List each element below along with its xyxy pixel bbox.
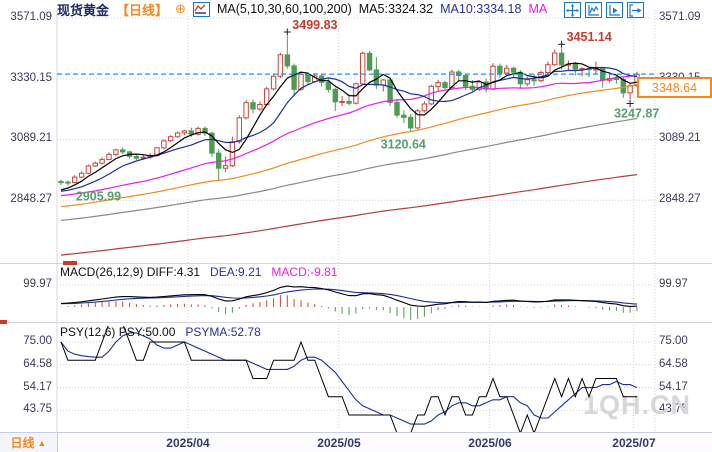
psy-panel-handle xyxy=(0,320,7,324)
swing-annotation: 3247.87 xyxy=(614,107,659,121)
price-axis-label: 2848.27 xyxy=(10,193,52,206)
psy-panel xyxy=(60,326,638,432)
macd-dea-value: DEA:9.21 xyxy=(210,265,262,279)
date-label: 2025/05 xyxy=(317,436,361,450)
psy-axis-label: 75.00 xyxy=(23,335,52,347)
macd-panel xyxy=(60,285,638,321)
move-icon[interactable] xyxy=(564,2,581,18)
macd-axis-label: 99.97 xyxy=(23,278,52,290)
macd-axis-label: 99.97 xyxy=(659,278,688,290)
macd-panel-handle xyxy=(63,261,77,265)
price-axis-label: 2848.27 xyxy=(659,193,701,206)
period-arrow-icon: ▲ xyxy=(37,437,47,448)
jump-right-icon[interactable] xyxy=(627,2,644,18)
ma10-value: MA10:3334.18 xyxy=(440,2,522,16)
swing-annotation: 3451.14 xyxy=(567,30,612,44)
period-label: 日线 xyxy=(10,436,35,450)
psyma-value: PSYMA:52.78 xyxy=(185,325,261,339)
macd-header: MACD(26,12,9) DIFF:4.31 DEA:9.21 MACD:-9… xyxy=(60,265,337,279)
chart-header: 现货黄金 【日线】 ⊕ MA(5,10,30,60,100,200) MA5:33… xyxy=(57,1,548,18)
period-tag: 【日线】 xyxy=(116,2,169,18)
psy-title[interactable]: PSY(12,6) PSY:50.00 xyxy=(60,325,176,339)
psy-axis-label: 43.75 xyxy=(659,403,688,416)
psy-axis-label: 64.58 xyxy=(659,357,688,370)
ma30-value: MA xyxy=(528,2,548,16)
candles-layer xyxy=(58,36,640,186)
date-label: 2025/04 xyxy=(166,436,210,450)
instrument-name: 现货黄金 xyxy=(57,2,110,18)
axis-fit-icon[interactable] xyxy=(585,2,602,18)
macd-macd-value: MACD:-9.81 xyxy=(271,265,338,279)
price-axis-label: 3330.15 xyxy=(10,71,52,84)
watermark: 1QH.CN xyxy=(583,390,692,420)
price-axis-label: 3089.21 xyxy=(10,132,52,145)
psy-header: PSY(12,6) PSY:50.00 PSYMA:52.78 xyxy=(60,325,261,339)
swing-annotation: 3499.83 xyxy=(292,18,337,32)
date-label: 2025/06 xyxy=(468,436,512,450)
psy-axis-label: 54.17 xyxy=(659,380,688,393)
ma5-value: MA5:3324.32 xyxy=(358,2,434,16)
ma-settings-label[interactable]: MA(5,10,30,60,100,200) xyxy=(216,2,352,16)
current-price-label: 3348.64 xyxy=(637,77,712,98)
period-selector[interactable]: 日线 ▲ xyxy=(0,433,58,452)
psy-axis-label: 64.58 xyxy=(23,357,52,370)
price-axis-label: 3571.09 xyxy=(10,11,52,23)
psy-axis-label: 43.75 xyxy=(23,403,52,416)
psy-axis-label: 54.17 xyxy=(23,380,52,393)
price-axis-label: 3571.09 xyxy=(659,11,701,23)
swing-annotation: 2905.99 xyxy=(76,190,121,204)
swing-annotations: 2905.99 3499.83 3120.64 3451.14 3247.87 xyxy=(76,18,659,204)
axis-play-icon[interactable] xyxy=(606,2,623,18)
add-indicator-icon[interactable]: ⊕ xyxy=(175,1,186,16)
swing-annotation: 3120.64 xyxy=(381,138,426,152)
chart-type-icon[interactable] xyxy=(192,1,210,17)
macd-title[interactable]: MACD(26,12,9) DIFF:4.31 xyxy=(60,265,201,279)
date-label: 2025/07 xyxy=(612,436,656,450)
price-axis-label: 3089.21 xyxy=(659,132,701,145)
chart-toolbar xyxy=(564,2,644,18)
psy-axis-label: 75.00 xyxy=(659,335,688,347)
time-axis-bar: 日线 ▲ 2025/04 2025/05 2025/06 2025/07 xyxy=(0,432,712,452)
ma-lines xyxy=(60,62,638,256)
